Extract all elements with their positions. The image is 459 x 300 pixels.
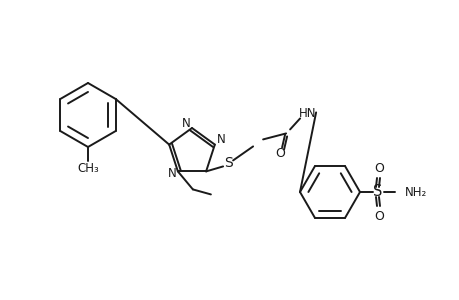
Text: HN: HN <box>299 107 316 120</box>
Text: N: N <box>167 167 176 180</box>
Text: N: N <box>181 116 190 130</box>
Text: O: O <box>274 147 285 160</box>
Text: CH₃: CH₃ <box>77 161 99 175</box>
Text: NH₂: NH₂ <box>404 185 426 199</box>
Text: N: N <box>216 133 225 146</box>
Text: O: O <box>373 161 383 175</box>
Text: S: S <box>373 184 382 200</box>
Text: S: S <box>223 156 232 170</box>
Text: O: O <box>373 209 383 223</box>
